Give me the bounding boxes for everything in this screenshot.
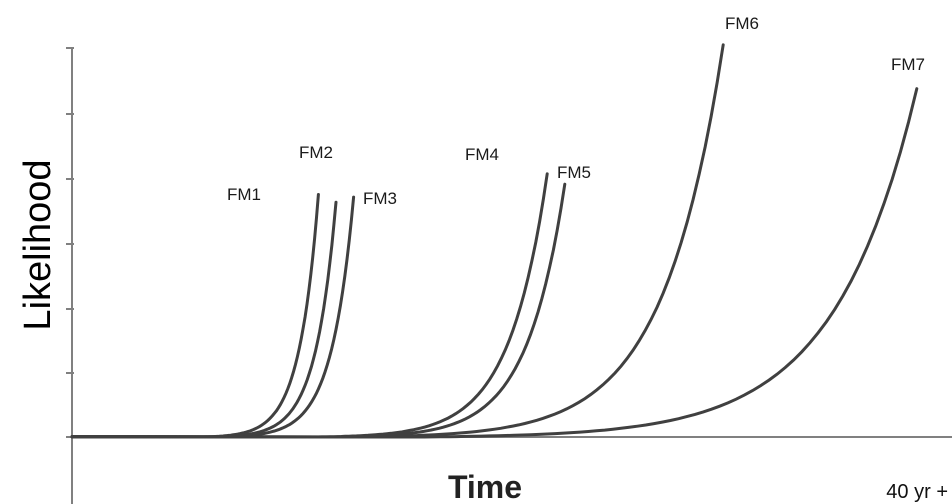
series-line-fm5: [70, 182, 567, 439]
series-line-fm1: [70, 193, 320, 439]
series-line-fm7: [70, 87, 919, 439]
series-label-fm2: FM2: [299, 143, 333, 162]
x-axis-end-label: 40 yr +: [886, 481, 948, 503]
series-label-fm7: FM7: [891, 55, 925, 74]
series-group: [70, 43, 919, 439]
series-label-fm1: FM1: [227, 185, 261, 204]
series-label-fm4: FM4: [465, 145, 499, 164]
series-line-fm4: [70, 172, 549, 439]
series-label-fm6: FM6: [725, 14, 759, 33]
series-line-fm2: [70, 200, 338, 439]
series-label-fm3: FM3: [363, 189, 397, 208]
series-line-fm6: [70, 43, 725, 439]
y-axis-label: Likelihood: [17, 159, 59, 330]
series-label-fm5: FM5: [557, 163, 591, 182]
series-labels: FM1 FM2 FM3 FM4 FM5 FM6 FM7: [227, 14, 925, 208]
x-axis-label: Time: [448, 469, 522, 504]
series-line-fm3: [70, 195, 356, 439]
